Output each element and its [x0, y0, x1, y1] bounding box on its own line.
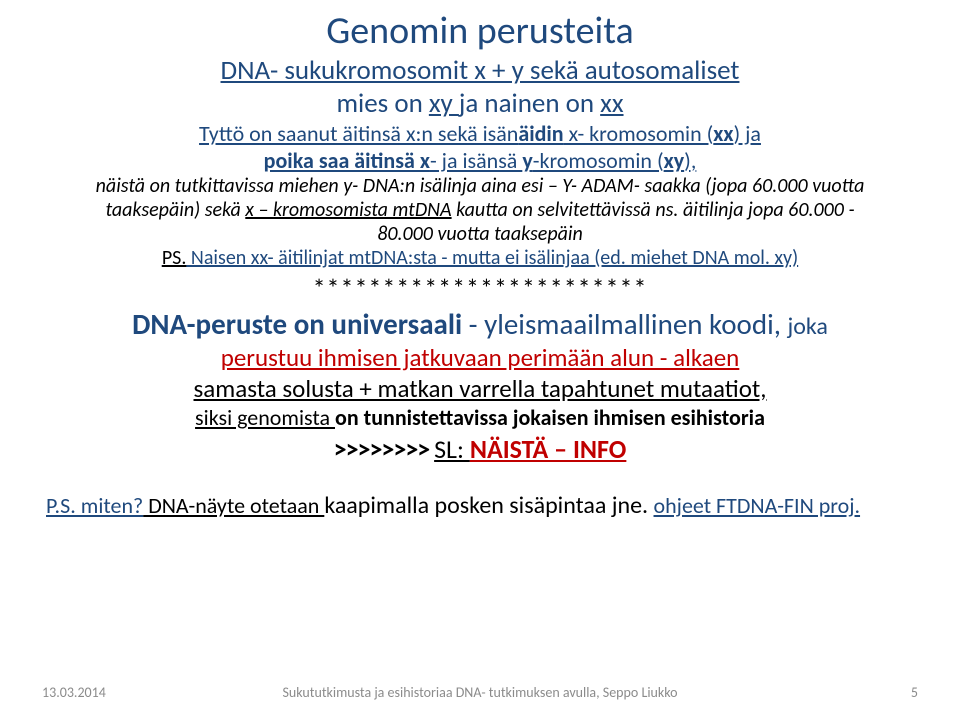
t: ohjeet FTDNA-FIN proj.	[654, 492, 861, 519]
ps-line: PS. Naisen xx- äitilinjat mtDNA:sta - mu…	[42, 246, 918, 270]
t: joka	[788, 312, 828, 341]
stars: ************************	[42, 272, 918, 304]
line-4: poika saa äitinsä x- ja isänsä y-kromoso…	[42, 147, 918, 174]
t: xx	[713, 120, 733, 147]
ps-prefix: PS.	[162, 246, 187, 270]
big-line: DNA-peruste on universaali - yleismaailm…	[42, 306, 918, 342]
arrow-line: >>>>>>>> SL: NÄISTÄ – INFO	[42, 433, 918, 465]
sl: SL:	[434, 433, 470, 465]
t: P.S. miten?	[46, 492, 143, 519]
t: DNA-peruste on universaali	[132, 306, 469, 342]
text: ja nainen on	[459, 87, 600, 120]
subtitle-1: DNA- sukukromosomit x + y sekä autosomal…	[42, 54, 918, 87]
slide: Genomin perusteita DNA- sukukromosomit x…	[0, 0, 960, 711]
subtitle-2: mies on xy ja nainen on xx	[42, 87, 918, 120]
t: x – kromosomista mtDNA	[245, 198, 451, 222]
footer: 13.03.2014 Sukututkimusta ja esihistoria…	[42, 684, 918, 701]
t: kautta on selvitettävissä ns. äitilinja …	[452, 198, 855, 222]
t: äidin	[518, 120, 563, 147]
t: ) ja	[734, 120, 761, 147]
italic-3: 80.000 vuotta taaksepäin	[42, 222, 918, 246]
chevrons: >>>>>>>>	[334, 433, 434, 465]
t: on tunnistettavissa jokaisen ihmisen esi…	[335, 404, 765, 431]
t: - ja isänsä	[430, 147, 522, 174]
t: kaapimalla posken sisäpintaa jne.	[324, 491, 653, 520]
t: siksi genomista	[195, 404, 335, 431]
t: -kromosomin (	[533, 147, 664, 174]
italic-1: näistä on tutkittavissa miehen y- DNA:n …	[42, 174, 918, 198]
italic-2: taaksepäin) sekä x – kromosomista mtDNA …	[42, 198, 918, 222]
t: Tyttö on saanut äitinsä x:n sekä isän	[199, 120, 518, 147]
t: y	[522, 147, 532, 174]
ps-miten: P.S. miten? DNA-näyte otetaan kaapimalla…	[42, 491, 918, 520]
red-line: perustuu ihmisen jatkuvaan perimään alun…	[42, 342, 918, 373]
xy: xy	[429, 87, 459, 120]
t: DNA-näyte otetaan	[143, 492, 324, 519]
t: x- kromosomin (	[564, 120, 714, 147]
ps-text: Naisen xx- äitilinjat mtDNA:sta - mutta …	[186, 246, 798, 270]
slide-title: Genomin perusteita	[42, 8, 918, 54]
footer-center: Sukututkimusta ja esihistoriaa DNA- tutk…	[42, 684, 918, 701]
siksi-line: siksi genomista on tunnistettavissa joka…	[42, 404, 918, 431]
info: NÄISTÄ – INFO	[470, 433, 627, 465]
line-3: Tyttö on saanut äitinsä x:n sekä isänäid…	[42, 120, 918, 147]
t: poika saa äitinsä x	[264, 147, 430, 174]
t: taaksepäin) sekä	[105, 198, 245, 222]
mutation-line: samasta solusta + matkan varrella tapaht…	[42, 373, 918, 404]
t: - yleismaailmallinen koodi,	[469, 306, 788, 342]
text: mies on	[336, 87, 428, 120]
xx: xx	[600, 87, 623, 120]
t: ),	[684, 147, 696, 174]
t: xy	[664, 147, 685, 174]
